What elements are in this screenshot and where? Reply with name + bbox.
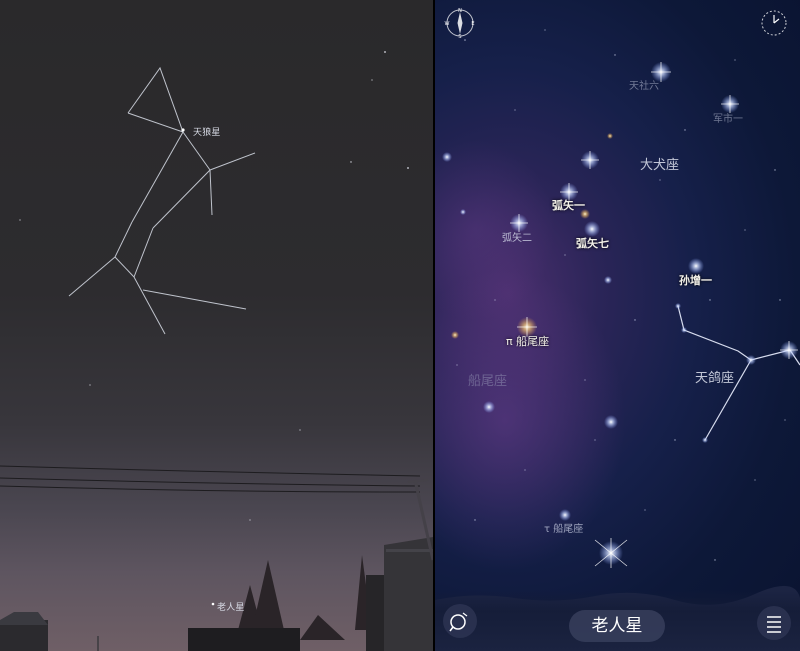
constellation-overlay (0, 51, 433, 651)
photo-stars (19, 51, 409, 521)
star-map-canvas[interactable] (435, 0, 800, 651)
search-icon (449, 612, 468, 632)
canis-major-lines (68, 66, 256, 335)
bright-stars (442, 62, 798, 565)
sirius-star (181, 128, 185, 132)
menu-button[interactable] (757, 606, 791, 640)
night-sky-photo: 天狼星 老人星 (0, 0, 433, 651)
canopus-label: 老人星 (217, 603, 245, 613)
label-adhara[interactable]: 弧矢一 (552, 199, 585, 212)
selected-target-button[interactable]: 老人星 (569, 610, 665, 642)
label-faint-top: 天社六 (629, 81, 659, 92)
milky-way-haze (435, 270, 625, 570)
label-canis-major[interactable]: 大犬座 (640, 158, 680, 173)
label-faint-star: 军市一 (713, 114, 743, 125)
label-pi-puppis[interactable]: π 船尾座 (506, 335, 550, 348)
utility-pole (413, 479, 433, 561)
compass-icon: N S W E (445, 8, 475, 39)
label-wezen[interactable]: 弧矢七 (576, 237, 609, 250)
compass-button[interactable]: N S W E (444, 7, 476, 39)
label-tau-puppis[interactable]: τ 船尾座 (544, 524, 584, 535)
label-phact[interactable]: 孙增一 (679, 274, 712, 287)
menu-icon (767, 616, 781, 633)
star-map-app[interactable]: 天社六 军市一 大犬座 弧矢一 弧矢二 弧矢七 孙增一 π 船尾座 船尾座 天鸽… (435, 0, 800, 651)
svg-text:N: N (458, 8, 462, 14)
clock-icon (761, 10, 787, 36)
building-silhouettes (0, 537, 433, 651)
label-aludra[interactable]: 弧矢二 (502, 233, 532, 244)
time-button[interactable] (758, 7, 790, 39)
label-puppis[interactable]: 船尾座 (468, 374, 508, 389)
label-columba[interactable]: 天鸽座 (695, 371, 735, 386)
svg-text:S: S (458, 34, 461, 39)
svg-text:E: E (471, 21, 474, 27)
svg-text:W: W (445, 21, 450, 27)
sirius-label: 天狼星 (193, 128, 221, 138)
search-button[interactable] (443, 604, 477, 638)
power-lines (0, 465, 421, 493)
panel-divider (433, 0, 435, 651)
star-spikes (510, 62, 798, 568)
tree-silhouettes (238, 555, 372, 640)
background-stars (456, 29, 786, 561)
